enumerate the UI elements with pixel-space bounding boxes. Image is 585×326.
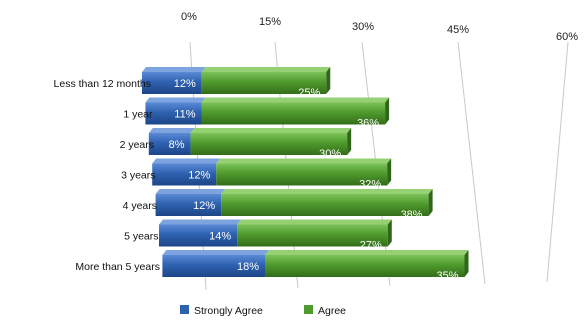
category-label: More than 5 years	[75, 261, 160, 273]
category-label: 3 years	[121, 170, 155, 182]
x-tick-label: 30%	[352, 21, 374, 33]
bar-front-face	[148, 133, 191, 155]
value-label: 36%	[357, 118, 379, 130]
bar-strongly-agree: 12%	[155, 189, 226, 216]
bar-strongly-agree: 12%	[152, 158, 221, 186]
x-tick-label: 0%	[181, 11, 197, 23]
value-label: 12%	[174, 78, 196, 90]
gridline	[457, 41, 486, 285]
x-tick-label: 15%	[259, 16, 281, 28]
bar-top-face	[148, 128, 195, 133]
bar-top-face	[152, 158, 221, 164]
bar-agree: 35%	[265, 250, 469, 282]
bar-end-face	[464, 250, 469, 277]
bar-agree: 32%	[216, 158, 392, 191]
category-labels: Less than 12 months 1 year 2 years 3 years 4…	[54, 78, 160, 273]
value-label: 18%	[237, 261, 259, 273]
bars: 12% 25% 11% 36% 8% 30% 12% 32% 12% 38% 14% 27% 18% 35…	[142, 67, 469, 282]
value-label: 12%	[193, 200, 215, 212]
bar-end-face	[326, 67, 331, 94]
value-label: 12%	[188, 170, 210, 182]
category-label: 4 years	[123, 200, 157, 212]
value-label: 14%	[209, 231, 231, 243]
bar-strongly-agree: 18%	[162, 250, 269, 277]
bar-top-face	[159, 219, 242, 225]
bar-agree: 38%	[221, 189, 433, 221]
category-label: Less than 12 months	[54, 78, 151, 90]
legend-label: Agree	[318, 305, 346, 317]
legend: Strongly Agree Agree	[180, 305, 346, 317]
value-label: 8%	[169, 139, 185, 151]
bar-top-face	[216, 158, 392, 164]
value-label: 11%	[174, 109, 195, 121]
bar-strongly-agree: 8%	[148, 128, 195, 155]
bar-top-face	[142, 67, 206, 72]
value-label: 27%	[360, 240, 382, 252]
bar-front-face	[201, 102, 386, 125]
value-label: 32%	[359, 179, 381, 191]
bar-end-face	[347, 128, 352, 155]
bar-top-face	[265, 250, 469, 255]
bar-front-face	[145, 102, 202, 125]
x-tick-label: 45%	[447, 24, 469, 36]
bar-top-face	[145, 97, 206, 103]
bar-front-face	[201, 72, 327, 94]
bar-front-face	[221, 194, 429, 216]
category-label: 1 year	[123, 109, 153, 121]
bar-end-face	[385, 97, 390, 125]
bar-strongly-agree: 12%	[142, 67, 206, 94]
bar-end-face	[387, 219, 392, 247]
bar-front-face	[159, 224, 238, 247]
bar-top-face	[201, 97, 390, 103]
value-label: 35%	[436, 270, 458, 282]
bar-top-face	[162, 250, 269, 255]
bar-front-face	[190, 133, 348, 155]
bar-end-face	[387, 158, 392, 186]
bar-agree: 30%	[190, 128, 352, 160]
x-axis-ticks: 0% 15% 30% 45% 60%	[181, 11, 578, 43]
bar-agree: 25%	[201, 67, 331, 99]
bar-strongly-agree: 14%	[159, 219, 242, 247]
category-label: 2 years	[120, 139, 154, 151]
bar-front-face	[162, 255, 265, 277]
legend-swatch	[304, 305, 313, 314]
bar-top-face	[221, 189, 433, 194]
value-label: 30%	[319, 148, 341, 160]
bar-strongly-agree: 11%	[145, 97, 206, 125]
bar-top-face	[190, 128, 352, 133]
legend-swatch	[180, 305, 189, 314]
bar-top-face	[201, 67, 331, 72]
bar-agree: 36%	[201, 97, 390, 130]
x-tick-label: 60%	[556, 31, 578, 43]
gridline	[546, 41, 569, 283]
category-label: 5 years	[124, 231, 158, 243]
value-label: 25%	[298, 87, 320, 99]
legend-label: Strongly Agree	[194, 305, 263, 317]
bar-agree: 27%	[237, 219, 392, 252]
bar-front-face	[142, 72, 202, 94]
bar-front-face	[152, 163, 217, 186]
bar-front-face	[237, 224, 388, 247]
bar-front-face	[216, 163, 388, 186]
value-label: 38%	[401, 209, 423, 221]
bar-top-face	[237, 219, 392, 225]
bar-front-face	[265, 255, 465, 277]
bar-top-face	[155, 189, 226, 194]
bar-end-face	[428, 189, 433, 216]
bar-front-face	[155, 194, 222, 216]
